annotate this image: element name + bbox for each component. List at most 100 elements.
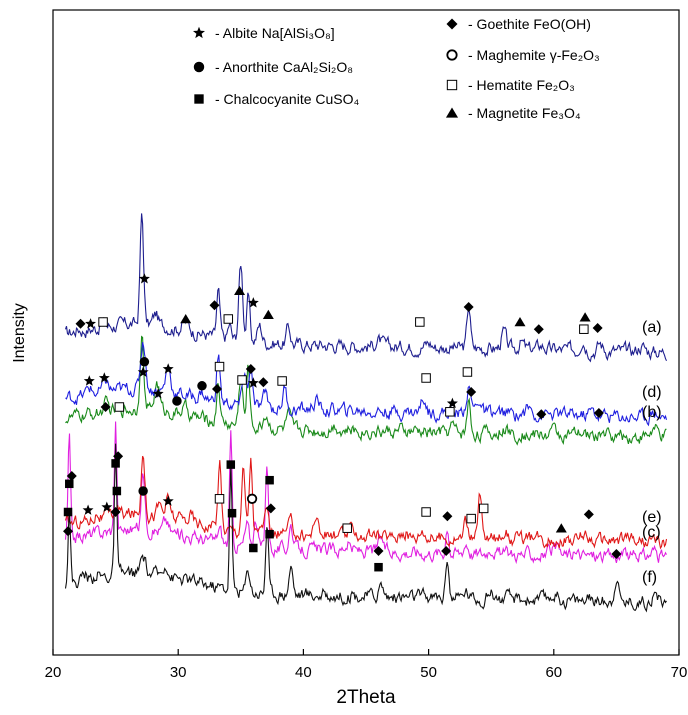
- y-axis-label: Intensity: [11, 303, 28, 363]
- star-marker: [162, 495, 174, 506]
- square-marker: [111, 459, 120, 468]
- open-square-marker: [98, 317, 108, 327]
- diamond-marker: [583, 509, 594, 520]
- open-square-marker: [214, 361, 225, 372]
- diamond-marker: [113, 451, 124, 462]
- x-tick-label: 30: [170, 664, 187, 681]
- circle-marker: [139, 357, 150, 367]
- series-label: (c): [642, 524, 661, 541]
- series-label: (e): [642, 509, 662, 526]
- x-axis-label: 2Theta: [336, 687, 396, 708]
- diamond-marker: [536, 409, 547, 420]
- square-marker: [249, 543, 258, 553]
- triangle-marker: [445, 107, 459, 118]
- triangle-marker: [234, 285, 246, 296]
- axes: [52, 9, 680, 656]
- diamond-marker: [63, 526, 74, 537]
- series-label: (a): [642, 319, 662, 336]
- star-marker: [137, 366, 149, 377]
- star-marker: [82, 504, 94, 515]
- x-tick-label: 50: [420, 664, 437, 681]
- legend-label: - Chalcocyanite CuSO₄: [215, 91, 360, 107]
- square-marker: [265, 475, 274, 485]
- square-marker: [226, 460, 236, 469]
- star-marker: [138, 273, 150, 284]
- open-square-marker: [277, 376, 287, 386]
- series-label: (f): [642, 569, 657, 586]
- triangle-marker: [180, 314, 192, 324]
- open-square-marker: [237, 375, 247, 385]
- triangle-marker: [555, 523, 567, 533]
- open-square-marker: [223, 314, 234, 324]
- series-label: (b): [642, 404, 662, 421]
- diamond-marker: [265, 503, 276, 514]
- legend-label: - Albite Na[AlSi₃O₈]: [215, 25, 335, 41]
- diamond-marker: [212, 384, 223, 394]
- circle-marker: [172, 396, 182, 406]
- star-marker: [83, 375, 95, 386]
- star-marker: [247, 377, 259, 388]
- x-tick-label: 40: [295, 664, 312, 681]
- diamond-marker: [592, 323, 603, 333]
- diamond-marker: [100, 402, 111, 412]
- diamond-marker: [446, 18, 458, 30]
- plot-frame: [52, 9, 680, 656]
- series-line-4: [64, 455, 668, 550]
- circle-marker: [197, 381, 207, 391]
- series-labels: (a) (b) (c) (d) (e) (f): [642, 319, 662, 586]
- open-square-marker: [415, 317, 425, 327]
- plot-series: [64, 213, 668, 613]
- diamond-marker: [611, 549, 622, 559]
- circle-marker: [138, 486, 148, 496]
- open-square-marker: [114, 402, 125, 412]
- legend: - Albite Na[AlSi₃O₈] - Anorthite CaAl₂Si₂…: [193, 16, 600, 121]
- star-marker: [193, 26, 205, 39]
- star-marker: [101, 501, 113, 512]
- diamond-marker: [593, 408, 604, 418]
- series-line-3: [65, 342, 668, 427]
- series-label: (d): [642, 384, 662, 401]
- x-tick-label: 60: [545, 664, 562, 681]
- square-marker: [374, 562, 383, 572]
- square-marker: [194, 94, 204, 104]
- diamond-marker: [441, 546, 452, 556]
- x-ticks: 20 30 40 50 60 70: [45, 649, 688, 681]
- square-marker: [65, 479, 74, 489]
- star-marker: [446, 397, 458, 409]
- legend-label: - Maghemite γ-Fe₂O₃: [468, 47, 600, 63]
- open-square-marker: [478, 503, 489, 514]
- x-tick-label: 70: [671, 664, 688, 681]
- star-marker: [162, 363, 174, 374]
- triangle-marker: [514, 317, 526, 327]
- square-marker: [227, 508, 237, 518]
- square-marker: [265, 529, 274, 539]
- diamond-marker: [463, 302, 474, 312]
- open-square-marker: [446, 79, 458, 91]
- diamond-marker: [209, 300, 220, 311]
- series-line-5: [64, 443, 667, 613]
- triangle-marker: [579, 312, 591, 322]
- open-square-marker: [445, 407, 455, 417]
- triangle-marker: [262, 309, 274, 320]
- series-line-1: [65, 335, 667, 446]
- legend-label: - Anorthite CaAl₂Si₂O₈: [215, 59, 353, 75]
- series-line-2: [64, 421, 667, 565]
- star-marker: [85, 318, 96, 329]
- open-square-marker: [579, 324, 589, 334]
- diamond-marker: [66, 471, 77, 481]
- legend-label: - Hematite Fe₂O₃: [468, 77, 575, 93]
- diamond-marker: [245, 364, 256, 374]
- diamond-marker: [258, 377, 269, 388]
- legend-label: - Magnetite Fe₃O₄: [468, 105, 581, 121]
- open-square-marker: [214, 494, 225, 504]
- open-circle-marker: [246, 493, 258, 504]
- open-circle-marker: [446, 49, 458, 61]
- open-square-marker: [421, 507, 431, 517]
- star-marker: [152, 388, 164, 399]
- star-marker: [98, 372, 110, 383]
- open-square-marker: [342, 523, 352, 533]
- diamond-marker: [110, 507, 121, 517]
- legend-label: - Goethite FeO(OH): [468, 16, 591, 32]
- diamond-marker: [442, 511, 453, 522]
